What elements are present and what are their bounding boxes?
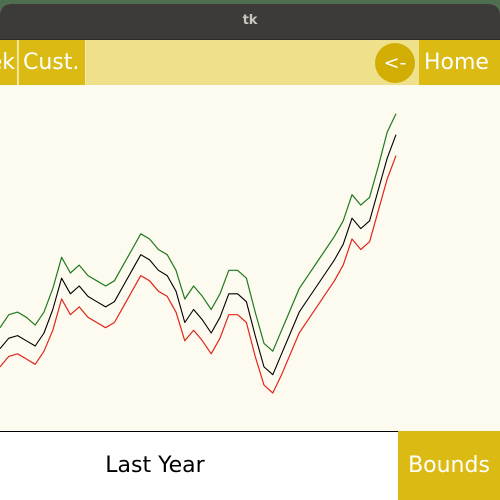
price-line <box>0 134 397 376</box>
week-button[interactable]: Week <box>0 40 18 85</box>
price-chart-svg <box>0 113 397 394</box>
price-chart[interactable] <box>0 86 500 431</box>
lower-bound-line <box>0 155 397 394</box>
bounds-button[interactable]: Bounds <box>398 431 500 500</box>
range-label: Last Year <box>105 453 205 478</box>
app-window: tk Week Cust. <- Home Last Year Bounds <box>0 4 500 500</box>
divider <box>0 431 398 432</box>
week-button-label: Week <box>0 50 15 75</box>
custom-range-button[interactable]: Cust. <box>19 40 86 85</box>
toolbar: Week Cust. <- Home <box>0 40 500 85</box>
bottom-bar: Last Year Bounds <box>0 431 500 500</box>
window-title: tk <box>242 13 258 28</box>
title-bar[interactable]: tk <box>0 4 500 40</box>
back-button[interactable]: <- <box>375 43 415 83</box>
home-button[interactable]: Home <box>419 40 500 85</box>
upper-bound-line <box>0 113 397 352</box>
